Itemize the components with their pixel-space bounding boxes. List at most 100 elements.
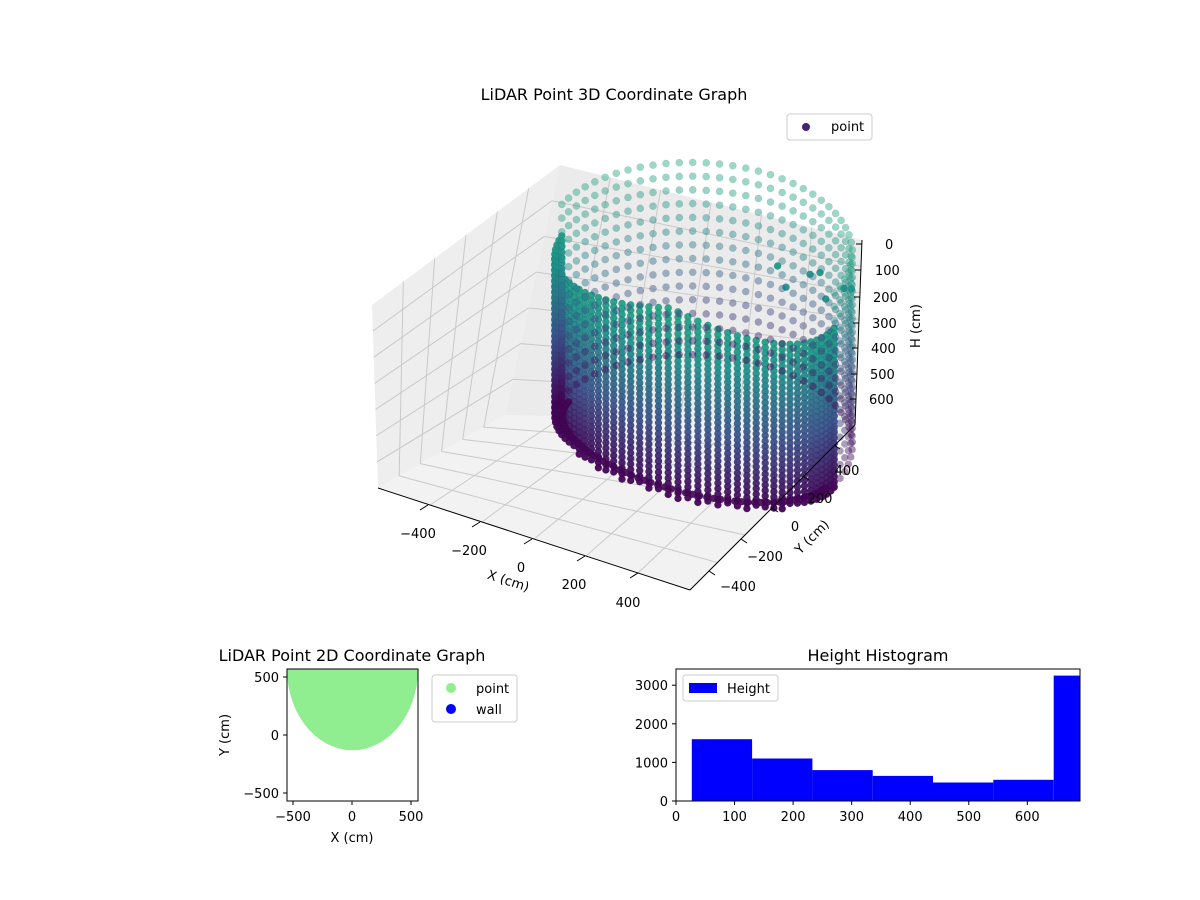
- legend-3d-box: [786, 113, 873, 141]
- point-marker: [688, 254, 697, 263]
- point-marker: [688, 282, 697, 290]
- point-marker: [601, 269, 610, 278]
- point-marker: [558, 255, 566, 264]
- y-tick-mark: [833, 444, 841, 450]
- point-marker: [789, 344, 797, 353]
- point-marker: [636, 355, 645, 364]
- point-marker: [845, 258, 853, 267]
- point-marker: [841, 467, 849, 476]
- point-marker: [612, 293, 621, 301]
- point-marker: [702, 241, 711, 250]
- point-marker: [844, 350, 853, 359]
- point-marker: [581, 265, 590, 273]
- point-marker: [715, 324, 724, 333]
- histogram-legend-swatch: [689, 683, 717, 693]
- point-marker: [688, 350, 697, 359]
- point-marker: [825, 257, 833, 266]
- point-marker: [778, 339, 786, 348]
- point-marker: [841, 278, 850, 287]
- x-tick-label: 600: [1015, 810, 1040, 825]
- point-marker: [837, 353, 845, 362]
- z-ticks: 0 100 200 300 400 500 600 H (cm): [850, 238, 924, 408]
- point-marker: [825, 298, 833, 307]
- point-marker: [845, 395, 853, 404]
- point-marker: [664, 490, 673, 499]
- point-marker: [636, 204, 645, 213]
- point-marker: [612, 251, 621, 260]
- point-marker: [754, 304, 763, 313]
- point-marker: [702, 186, 711, 195]
- point-marker: [766, 280, 775, 289]
- point-marker: [601, 296, 610, 305]
- point-marker: [702, 282, 711, 291]
- point-marker: [624, 317, 632, 325]
- point-marker: [844, 446, 853, 455]
- point-marker: [847, 389, 856, 398]
- point-marker: [742, 328, 750, 337]
- point-marker: [831, 401, 840, 410]
- point-marker: [564, 317, 573, 326]
- point-marker: [649, 188, 657, 197]
- point-marker: [799, 267, 808, 275]
- point-marker: [564, 304, 573, 312]
- point-marker: [809, 231, 817, 240]
- x-tick-mark: [629, 572, 639, 579]
- point-marker: [649, 298, 657, 307]
- point-marker: [836, 460, 844, 469]
- point-marker: [831, 264, 840, 273]
- point-marker: [742, 315, 750, 323]
- histogram-bar: [872, 775, 933, 801]
- grid-line: [462, 211, 498, 440]
- point-marker: [624, 193, 632, 202]
- point-marker: [831, 319, 840, 328]
- point-marker: [660, 483, 669, 491]
- point-marker: [817, 251, 826, 259]
- point-marker: [845, 340, 853, 349]
- grid-line: [737, 214, 762, 422]
- point-marker: [836, 337, 844, 345]
- point-marker: [653, 481, 662, 489]
- point-marker: [848, 363, 856, 372]
- point-marker: [837, 340, 845, 348]
- point-marker: [845, 423, 853, 431]
- point-marker: [662, 338, 670, 346]
- point-marker: [572, 311, 581, 320]
- point-marker: [809, 190, 817, 198]
- point-marker: [799, 363, 808, 371]
- histogram-y-ticks: 0 1000 2000 3000: [635, 679, 676, 810]
- histogram-bar: [1053, 675, 1080, 801]
- grid-line: [398, 281, 404, 476]
- point-marker: [825, 285, 833, 293]
- point-marker: [702, 296, 711, 305]
- point-marker: [844, 391, 853, 400]
- point-marker: [817, 347, 826, 356]
- point-marker: [742, 164, 750, 172]
- point-marker: [572, 229, 581, 238]
- point-marker: [729, 244, 737, 252]
- point-marker: [558, 282, 566, 291]
- point-marker: [591, 356, 599, 365]
- point-marker: [844, 309, 853, 318]
- point-marker: [564, 331, 573, 340]
- point-marker: [830, 439, 839, 448]
- point-marker: [729, 299, 737, 307]
- point-marker: [847, 315, 855, 324]
- point-marker: [841, 306, 850, 314]
- point-marker: [675, 200, 684, 208]
- point-marker: [636, 245, 645, 254]
- point-marker: [844, 378, 853, 386]
- point-marker: [742, 342, 750, 351]
- point-marker: [624, 221, 632, 229]
- y-tick-label: 400: [835, 464, 860, 479]
- point-marker: [572, 215, 581, 224]
- point-marker: [799, 184, 808, 193]
- point-marker: [766, 349, 775, 357]
- y-axis-line: [689, 424, 856, 591]
- point-marker: [754, 331, 763, 340]
- point-marker: [831, 360, 840, 369]
- plot-3d: LiDAR Point 3D Coordinate Graph −400 −20…: [372, 85, 924, 611]
- point-marker: [754, 277, 763, 285]
- grid-line: [536, 271, 860, 320]
- point-marker: [636, 286, 645, 295]
- point-marker: [837, 285, 845, 293]
